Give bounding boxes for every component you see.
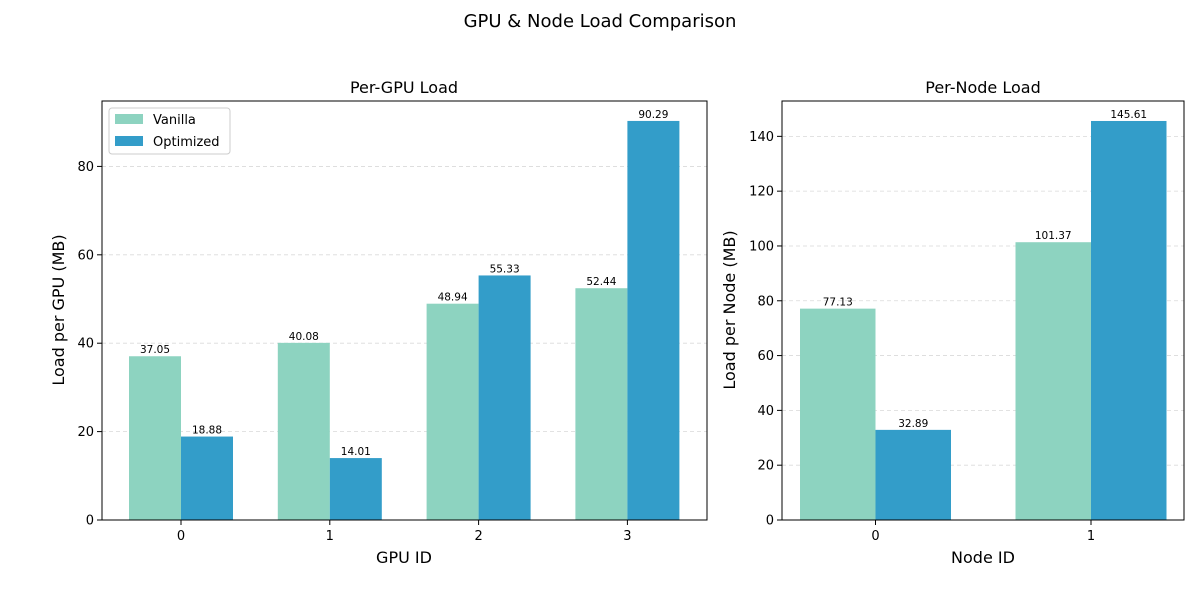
node-bar-vanilla-1 xyxy=(1015,242,1091,521)
node-y-axis-label: Load per Node (MB) xyxy=(720,230,739,389)
gpu-bar-vanilla-2 xyxy=(426,303,479,520)
node-data-label: 32.89 xyxy=(898,418,928,430)
gpu-y-tick-label: 80 xyxy=(77,160,94,175)
node-load-panel: Per-Node Load Node ID Load per Node (MB)… xyxy=(720,78,1185,567)
node-y-tick-label: 20 xyxy=(757,459,774,474)
node-bar-optimized-1 xyxy=(1091,120,1167,520)
node-plot-area: 0 20 40 60 80 100 120 140 77.13 32.89 0 101.37 145.6… xyxy=(749,100,1185,544)
node-data-label: 145.61 xyxy=(1110,109,1147,121)
gpu-y-tick-label: 60 xyxy=(77,248,94,263)
node-data-label: 77.13 xyxy=(823,297,853,309)
node-y-tick-label: 40 xyxy=(757,404,774,419)
gpu-chart-title: Per-GPU Load xyxy=(350,78,458,97)
node-y-tick-label: 100 xyxy=(749,239,774,254)
gpu-bar-optimized-3 xyxy=(627,120,680,520)
gpu-x-tick-label: 1 xyxy=(326,529,334,544)
node-y-tick-label: 120 xyxy=(749,185,774,200)
legend-label-optimized: Optimized xyxy=(153,135,220,150)
gpu-data-label: 55.33 xyxy=(490,263,520,275)
gpu-bar-optimized-0 xyxy=(181,436,233,520)
gpu-plot-area: 0 20 40 60 80 37.05 18.88 0 40.08 14.01 1 48.94 55.3… xyxy=(77,100,708,544)
figure-title: GPU & Node Load Comparison xyxy=(464,11,737,32)
node-bar-vanilla-0 xyxy=(800,308,876,520)
gpu-x-tick-label: 3 xyxy=(623,529,631,544)
gpu-data-label: 40.08 xyxy=(289,331,319,343)
node-x-tick-label: 0 xyxy=(871,529,879,544)
gpu-data-label: 14.01 xyxy=(341,446,371,458)
node-data-label: 101.37 xyxy=(1035,230,1072,242)
gpu-data-label: 48.94 xyxy=(438,292,468,304)
node-y-tick-label: 140 xyxy=(749,130,774,145)
gpu-x-tick-label: 0 xyxy=(177,529,185,544)
legend-swatch-vanilla xyxy=(115,114,143,124)
gpu-bar-vanilla-3 xyxy=(575,288,628,520)
gpu-bar-vanilla-0 xyxy=(129,356,181,520)
node-chart-title: Per-Node Load xyxy=(925,78,1040,97)
node-y-tick-label: 60 xyxy=(757,349,774,364)
gpu-y-axis-label: Load per GPU (MB) xyxy=(49,234,68,385)
gpu-y-tick-label: 20 xyxy=(77,425,94,440)
gpu-y-tick-label: 0 xyxy=(86,514,94,529)
node-axes-frame xyxy=(781,100,1185,521)
node-bar-optimized-0 xyxy=(875,429,951,520)
legend-label-vanilla: Vanilla xyxy=(153,113,196,128)
legend: Vanilla Optimized xyxy=(108,107,231,155)
gpu-axes-frame xyxy=(101,100,708,521)
gpu-load-panel: Per-GPU Load GPU ID Load per GPU (MB) 0 2… xyxy=(49,78,708,567)
gpu-data-label: 37.05 xyxy=(140,344,170,356)
gpu-bar-optimized-2 xyxy=(478,275,531,520)
node-y-tick-label: 80 xyxy=(757,294,774,309)
node-y-tick-label: 0 xyxy=(766,514,774,529)
node-x-axis-label: Node ID xyxy=(951,548,1015,567)
gpu-x-axis-label: GPU ID xyxy=(376,548,432,567)
gpu-bar-vanilla-1 xyxy=(277,342,330,520)
gpu-data-label: 90.29 xyxy=(638,109,668,121)
node-x-tick-label: 1 xyxy=(1087,529,1095,544)
legend-swatch-optimized xyxy=(115,136,143,146)
gpu-y-tick-label: 40 xyxy=(77,337,94,352)
gpu-x-tick-label: 2 xyxy=(474,529,482,544)
gpu-data-label: 18.88 xyxy=(192,425,222,437)
gpu-bar-optimized-1 xyxy=(329,458,382,520)
gpu-data-label: 52.44 xyxy=(586,276,616,288)
